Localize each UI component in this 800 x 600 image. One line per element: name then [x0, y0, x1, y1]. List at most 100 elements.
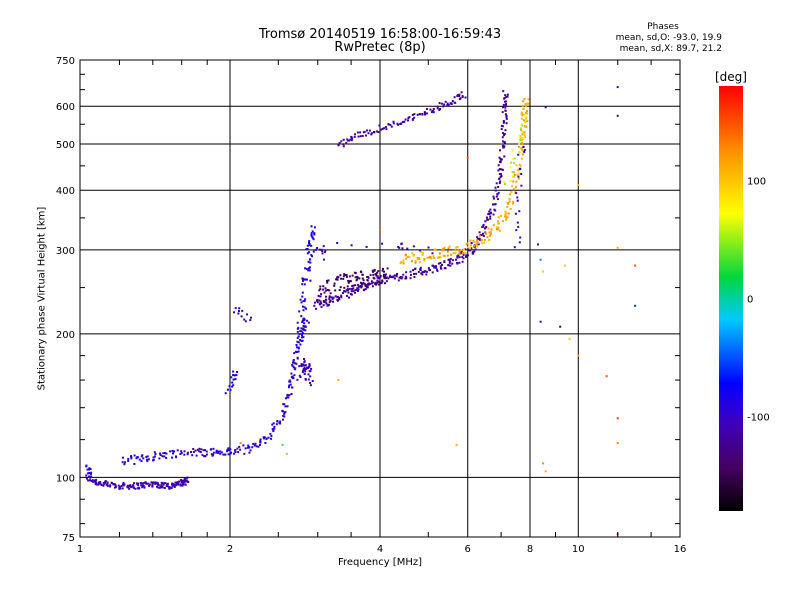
data-point [520, 173, 523, 175]
data-point [487, 227, 490, 230]
chart-subtitle: RwPretec (8p) [334, 40, 426, 55]
data-point [318, 289, 321, 292]
data-point [360, 271, 363, 273]
data-point [518, 210, 521, 213]
data-point [137, 482, 139, 485]
data-point [496, 193, 499, 196]
data-point [112, 483, 115, 486]
data-point [340, 294, 343, 297]
data-point [363, 130, 366, 133]
data-point [308, 251, 310, 254]
data-point [120, 485, 123, 487]
data-point [460, 91, 463, 94]
data-point [498, 156, 501, 159]
data-point [512, 200, 515, 203]
data-point [249, 319, 252, 322]
data-point [381, 269, 384, 272]
data-point [513, 173, 516, 176]
data-point [521, 141, 524, 144]
data-point [173, 450, 176, 453]
data-point [354, 291, 356, 294]
data-point [434, 249, 437, 252]
data-point [455, 258, 457, 261]
data-point [271, 423, 274, 426]
data-point [252, 442, 255, 445]
data-point [109, 484, 112, 487]
data-point [401, 247, 404, 250]
data-point [501, 136, 504, 139]
data-point [222, 453, 225, 456]
data-point [385, 280, 388, 283]
data-point [143, 486, 146, 489]
data-point [397, 279, 400, 282]
data-point [465, 243, 468, 246]
data-point [182, 479, 184, 482]
data-point [170, 486, 173, 489]
data-point [522, 100, 525, 103]
data-point [409, 277, 412, 280]
data-point [387, 123, 390, 126]
data-point [299, 376, 302, 378]
data-point [420, 251, 422, 253]
data-point [359, 285, 362, 287]
data-point [392, 276, 395, 279]
data-point [522, 153, 525, 156]
data-point [137, 484, 140, 487]
data-point [296, 340, 299, 343]
chart-title: Tromsø 20140519 16:58:00-16:59:43 [258, 27, 502, 42]
data-point [126, 484, 129, 487]
data-point [299, 298, 302, 301]
data-point [248, 446, 251, 449]
data-point [336, 242, 339, 244]
data-point [389, 123, 392, 126]
data-point [234, 378, 237, 381]
phase-colorbar: [deg] 100 0 -100 [715, 70, 770, 511]
data-point [296, 321, 299, 324]
data-point [308, 244, 311, 247]
data-point [150, 481, 153, 484]
data-point [365, 284, 368, 287]
data-point [474, 248, 477, 251]
data-point [371, 269, 374, 272]
data-point [516, 196, 519, 199]
data-point [419, 269, 422, 271]
data-point [322, 245, 325, 248]
data-point [312, 250, 315, 253]
data-point [320, 248, 323, 251]
data-point [315, 307, 317, 310]
data-point [310, 234, 313, 236]
data-point [136, 456, 139, 459]
data-point [470, 247, 473, 250]
data-point [201, 454, 204, 457]
data-point [310, 254, 313, 257]
data-point [305, 278, 308, 281]
data-point [152, 481, 155, 484]
data-point [142, 457, 145, 460]
data-point [352, 284, 355, 287]
data-point [489, 234, 491, 237]
data-point [454, 248, 457, 251]
data-point [342, 143, 345, 146]
data-point [313, 232, 316, 235]
data-point [492, 203, 494, 206]
data-point [183, 450, 186, 453]
data-point [442, 247, 445, 250]
data-point [521, 104, 524, 107]
data-point [364, 134, 367, 137]
data-point [165, 456, 168, 459]
data-point [307, 321, 310, 324]
data-point [347, 289, 350, 292]
data-point [288, 394, 291, 397]
data-point [376, 279, 379, 282]
data-point [504, 100, 506, 103]
data-point [355, 279, 358, 282]
data-point [449, 257, 452, 260]
data-point [473, 250, 476, 253]
x-tick-label: 16 [674, 544, 687, 555]
data-point [140, 455, 143, 458]
data-point [296, 357, 299, 360]
data-point [144, 481, 147, 484]
data-point [304, 364, 307, 367]
data-point [357, 286, 360, 288]
data-point [131, 485, 134, 488]
